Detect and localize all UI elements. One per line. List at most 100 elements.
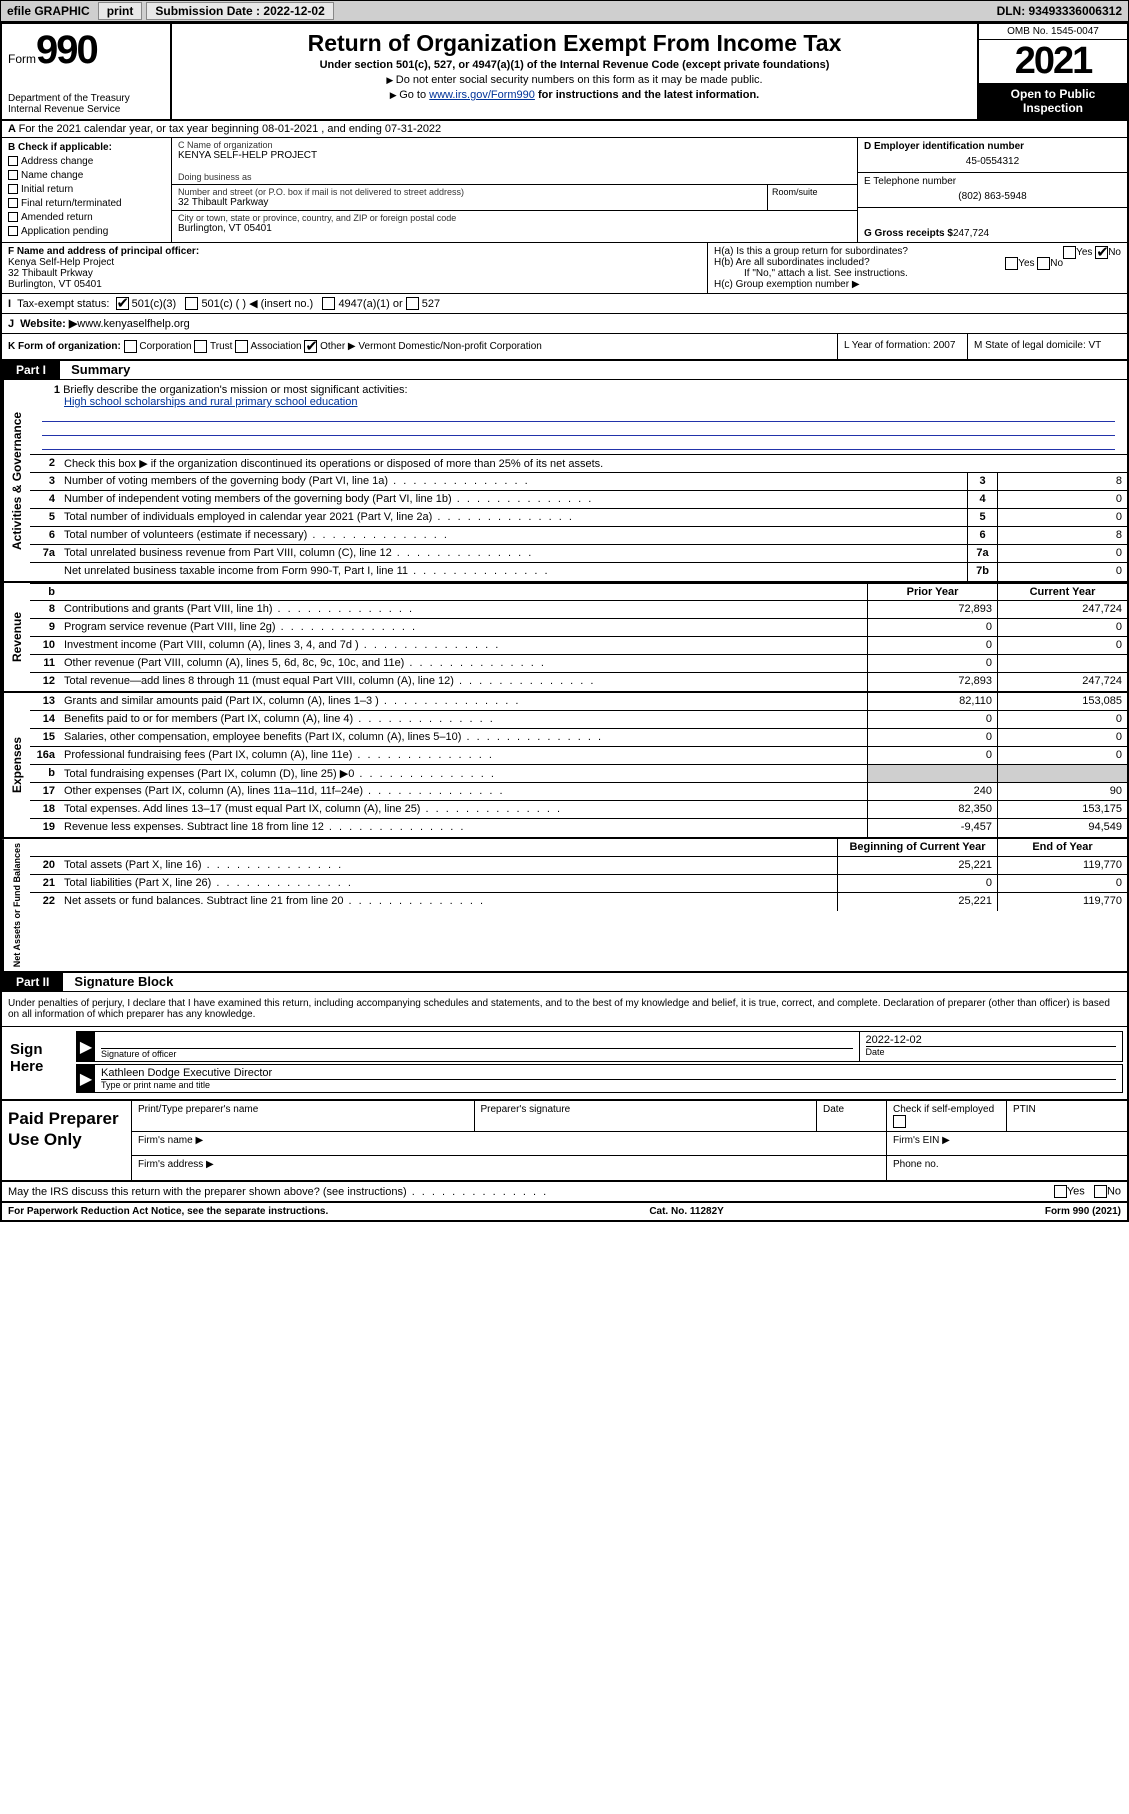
gross-value: 247,724 bbox=[953, 228, 989, 239]
row-k: K Form of organization: Corporation Trus… bbox=[2, 334, 1127, 361]
gov-line: Net unrelated business taxable income fr… bbox=[30, 563, 1127, 581]
form-title: Return of Organization Exempt From Incom… bbox=[182, 30, 967, 57]
org-city: Burlington, VT 05401 bbox=[178, 223, 851, 234]
col-c: C Name of organization KENYA SELF-HELP P… bbox=[172, 138, 857, 242]
gov-line: 4Number of independent voting members of… bbox=[30, 491, 1127, 509]
phone-label: E Telephone number bbox=[864, 176, 1121, 187]
fin-line: 20Total assets (Part X, line 16)25,22111… bbox=[30, 857, 1127, 875]
info-grid: B Check if applicable: Address change Na… bbox=[2, 138, 1127, 243]
fin-line: bTotal fundraising expenses (Part IX, co… bbox=[30, 765, 1127, 783]
year-formation: L Year of formation: 2007 bbox=[837, 334, 967, 359]
paid-preparer: Paid Preparer Use Only Print/Type prepar… bbox=[2, 1101, 1127, 1182]
chk-name[interactable]: Name change bbox=[8, 169, 165, 183]
side-net: Net Assets or Fund Balances bbox=[2, 839, 30, 971]
col-de: D Employer identification number 45-0554… bbox=[857, 138, 1127, 242]
part-ii-header: Part II Signature Block bbox=[2, 973, 1127, 992]
addr-label: Number and street (or P.O. box if mail i… bbox=[178, 187, 761, 197]
fin-line: 8Contributions and grants (Part VIII, li… bbox=[30, 601, 1127, 619]
header-right: OMB No. 1545-0047 2021 Open to Public In… bbox=[977, 24, 1127, 119]
ha-yes[interactable] bbox=[1063, 246, 1076, 259]
fin-line: 16aProfessional fundraising fees (Part I… bbox=[30, 747, 1127, 765]
side-expenses: Expenses bbox=[2, 693, 30, 837]
tax-year: 2021 bbox=[979, 40, 1127, 83]
gov-line: 6Total number of volunteers (estimate if… bbox=[30, 527, 1127, 545]
footer-mid: Cat. No. 11282Y bbox=[649, 1206, 723, 1217]
section-net: Net Assets or Fund Balances Beginning of… bbox=[2, 839, 1127, 973]
chk-self-emp[interactable] bbox=[893, 1115, 906, 1128]
fin-line: 17Other expenses (Part IX, column (A), l… bbox=[30, 783, 1127, 801]
form-word: Form bbox=[8, 52, 36, 66]
form-number: 990 bbox=[36, 28, 97, 73]
fin-line: 9Program service revenue (Part VIII, lin… bbox=[30, 619, 1127, 637]
website-link[interactable]: www.kenyaselfhelp.org bbox=[77, 318, 190, 330]
chk-initial[interactable]: Initial return bbox=[8, 183, 165, 197]
hb-no[interactable] bbox=[1037, 257, 1050, 270]
may-no[interactable] bbox=[1094, 1185, 1107, 1198]
chk-501c3[interactable] bbox=[116, 297, 129, 310]
chk-4947[interactable] bbox=[322, 297, 335, 310]
org-address: 32 Thibault Parkway bbox=[178, 197, 761, 208]
chk-trust[interactable] bbox=[194, 340, 207, 353]
may-discuss: May the IRS discuss this return with the… bbox=[2, 1182, 1127, 1203]
fin-line: 10Investment income (Part VIII, column (… bbox=[30, 637, 1127, 655]
paid-label: Paid Preparer Use Only bbox=[2, 1101, 132, 1180]
chk-address[interactable]: Address change bbox=[8, 155, 165, 169]
omb-label: OMB No. 1545-0047 bbox=[979, 24, 1127, 40]
chk-pending[interactable]: Application pending bbox=[8, 225, 165, 239]
open-inspection: Open to Public Inspection bbox=[979, 83, 1127, 119]
section-governance: Activities & Governance 1 Briefly descri… bbox=[2, 380, 1127, 583]
row-j: J Website: ▶ www.kenyaselfhelp.org bbox=[2, 314, 1127, 334]
note-ssn: Do not enter social security numbers on … bbox=[182, 74, 967, 86]
row-a: A For the 2021 calendar year, or tax yea… bbox=[2, 121, 1127, 138]
note-link: Go to www.irs.gov/Form990 for instructio… bbox=[182, 89, 967, 101]
hb-row: H(b) Are all subordinates included? Yes … bbox=[714, 257, 1121, 268]
department-label: Department of the Treasury Internal Reve… bbox=[8, 93, 164, 115]
form-container: Form 990 Department of the Treasury Inte… bbox=[0, 22, 1129, 1222]
irs-link[interactable]: www.irs.gov/Form990 bbox=[429, 89, 535, 101]
ein-label: D Employer identification number bbox=[864, 141, 1121, 152]
form-subtitle: Under section 501(c), 527, or 4947(a)(1)… bbox=[182, 59, 967, 71]
officer-addr1: 32 Thibault Prkway bbox=[8, 268, 701, 279]
dln-label: DLN: 93493336006312 bbox=[991, 2, 1128, 20]
chk-final[interactable]: Final return/terminated bbox=[8, 197, 165, 211]
ha-no[interactable] bbox=[1095, 246, 1108, 259]
suite-label: Room/suite bbox=[767, 185, 857, 210]
sign-here-label: Sign Here bbox=[6, 1031, 76, 1095]
sig-date-label: Date bbox=[866, 1046, 1117, 1057]
page-footer: For Paperwork Reduction Act Notice, see … bbox=[2, 1203, 1127, 1220]
chk-501c[interactable] bbox=[185, 297, 198, 310]
org-name: KENYA SELF-HELP PROJECT bbox=[178, 150, 851, 161]
ein-value: 45-0554312 bbox=[864, 156, 1121, 167]
gross-label: G Gross receipts $ bbox=[864, 228, 953, 239]
state-domicile: M State of legal domicile: VT bbox=[967, 334, 1127, 359]
chk-amended[interactable]: Amended return bbox=[8, 211, 165, 225]
fin-line: 11Other revenue (Part VIII, column (A), … bbox=[30, 655, 1127, 673]
mission-link[interactable]: High school scholarships and rural prima… bbox=[64, 396, 357, 408]
chk-other[interactable] bbox=[304, 340, 317, 353]
phone-value: (802) 863-5948 bbox=[864, 191, 1121, 202]
print-button[interactable]: print bbox=[98, 2, 143, 20]
section-revenue: Revenue b Prior Year Current Year 8Contr… bbox=[2, 583, 1127, 693]
header-middle: Return of Organization Exempt From Incom… bbox=[172, 24, 977, 119]
hb-yes[interactable] bbox=[1005, 257, 1018, 270]
ha-row: H(a) Is this a group return for subordin… bbox=[714, 246, 1121, 257]
row-i: I Tax-exempt status: 501(c)(3) 501(c) ( … bbox=[2, 294, 1127, 314]
fin-line: 22Net assets or fund balances. Subtract … bbox=[30, 893, 1127, 911]
chk-527[interactable] bbox=[406, 297, 419, 310]
may-yes[interactable] bbox=[1054, 1185, 1067, 1198]
submission-date-value: 2022-12-02 bbox=[263, 4, 324, 18]
header-left: Form 990 Department of the Treasury Inte… bbox=[2, 24, 172, 119]
submission-date-button[interactable]: Submission Date : 2022-12-02 bbox=[146, 2, 333, 20]
sig-arrow-icon: ▶ bbox=[77, 1032, 95, 1061]
chk-assoc[interactable] bbox=[235, 340, 248, 353]
sig-arrow2-icon: ▶ bbox=[77, 1065, 95, 1092]
dba-label: Doing business as bbox=[178, 172, 851, 182]
chk-corp[interactable] bbox=[124, 340, 137, 353]
gov-line: 3Number of voting members of the governi… bbox=[30, 473, 1127, 491]
sig-officer-label: Signature of officer bbox=[101, 1048, 853, 1059]
gov-line: 5Total number of individuals employed in… bbox=[30, 509, 1127, 527]
form-header: Form 990 Department of the Treasury Inte… bbox=[2, 24, 1127, 121]
top-toolbar: efile GRAPHIC print Submission Date : 20… bbox=[0, 0, 1129, 22]
fin-line: 18Total expenses. Add lines 13–17 (must … bbox=[30, 801, 1127, 819]
section-expenses: Expenses 13Grants and similar amounts pa… bbox=[2, 693, 1127, 839]
